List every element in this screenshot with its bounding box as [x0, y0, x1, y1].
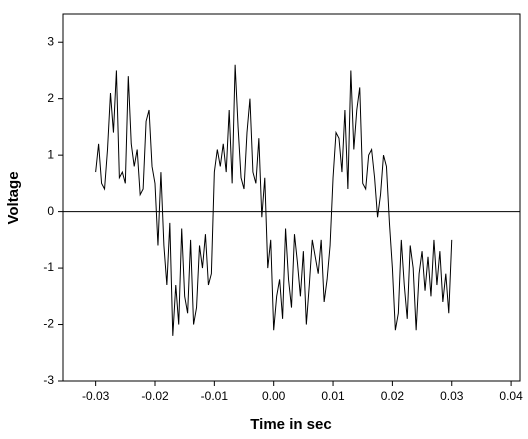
x-tick-label: 0.04 — [499, 389, 523, 403]
plot-frame — [62, 13, 521, 382]
x-tick-label: 0.01 — [321, 389, 345, 403]
y-tick-label: -1 — [43, 260, 54, 274]
y-tick-label: -3 — [43, 373, 54, 387]
x-tick-label: -0.01 — [201, 389, 229, 403]
x-tick-label: -0.03 — [82, 389, 110, 403]
x-tick-label: 0.02 — [381, 389, 405, 403]
y-axis-label: Voltage — [5, 171, 22, 224]
y-tick-label: 2 — [47, 91, 54, 105]
y-tick-label: 1 — [47, 147, 54, 161]
x-tick-label: 0.03 — [440, 389, 464, 403]
x-tick-label: -0.02 — [141, 389, 169, 403]
y-tick-label: 3 — [47, 34, 54, 48]
x-tick-label: 0.00 — [262, 389, 286, 403]
signal-line — [95, 64, 453, 336]
y-tick-label: -2 — [43, 317, 54, 331]
y-tick-label: 0 — [47, 204, 54, 218]
x-axis-label: Time in sec — [250, 416, 331, 433]
